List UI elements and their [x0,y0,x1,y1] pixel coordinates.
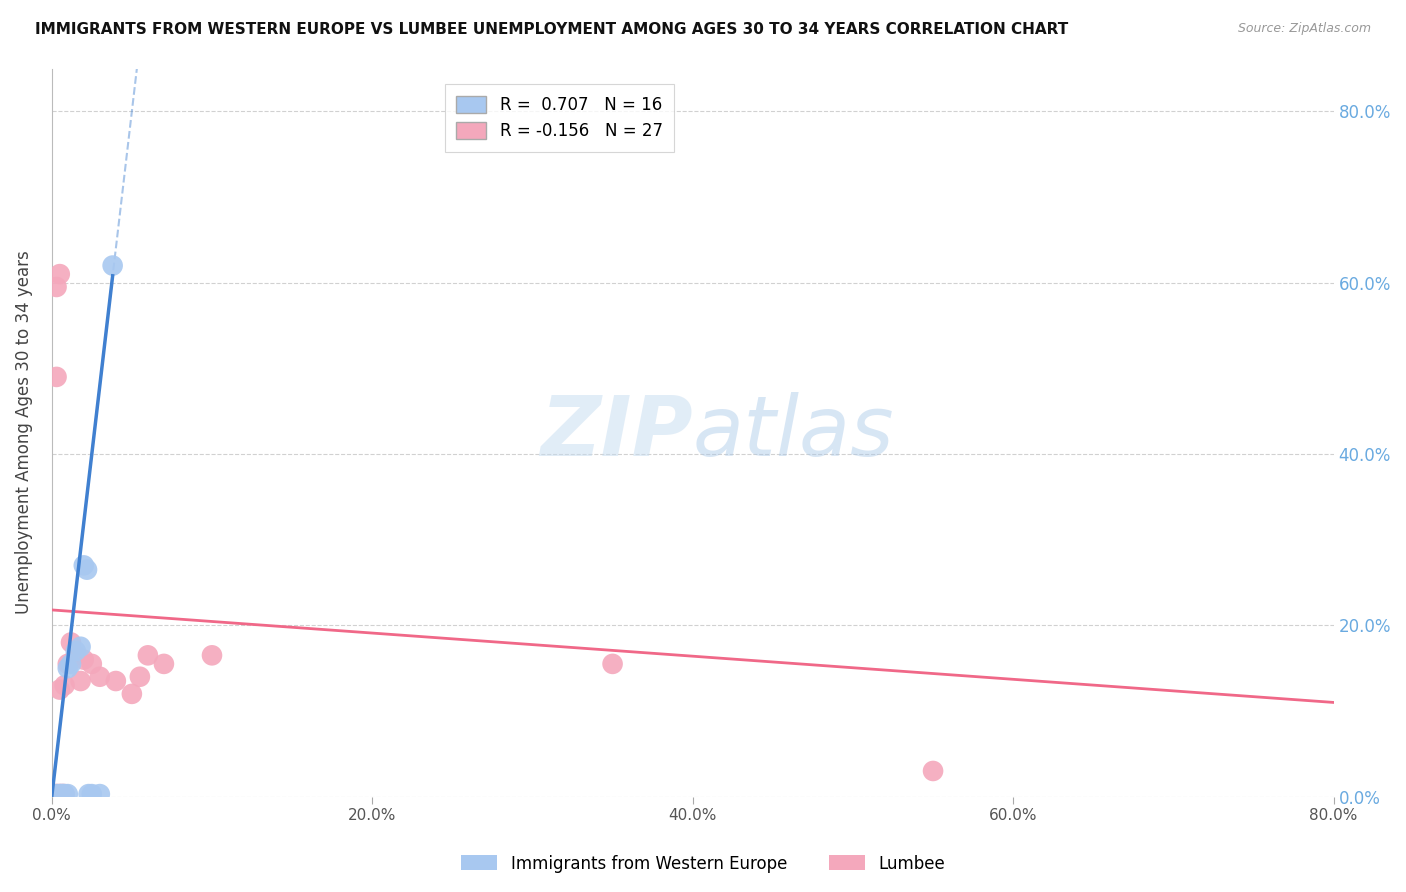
Point [56,657,79,671]
Point [77,787,100,801]
Point [59,635,82,649]
Point [53,787,76,801]
Point [56,661,79,675]
Point [51,787,73,801]
Point [121,687,143,701]
Point [49,787,72,801]
Text: IMMIGRANTS FROM WESTERN EUROPE VS LUMBEE UNEMPLOYMENT AMONG AGES 30 TO 34 YEARS : IMMIGRANTS FROM WESTERN EUROPE VS LUMBEE… [35,22,1069,37]
Point [153,657,176,671]
Y-axis label: Unemployment Among Ages 30 to 34 years: Unemployment Among Ages 30 to 34 years [15,251,32,615]
Point [128,670,150,684]
Point [69,673,91,688]
Point [46,787,69,801]
Point [49,267,72,281]
Point [49,682,72,697]
Point [602,657,624,671]
Text: atlas: atlas [693,392,894,473]
Point [80,787,103,801]
Legend: Immigrants from Western Europe, Lumbee: Immigrants from Western Europe, Lumbee [454,848,952,880]
Point [53,678,76,692]
Text: Source: ZipAtlas.com: Source: ZipAtlas.com [1237,22,1371,36]
Point [69,640,91,654]
Point [65,644,87,658]
Legend: R =  0.707   N = 16, R = -0.156   N = 27: R = 0.707 N = 16, R = -0.156 N = 27 [444,84,675,153]
Point [89,787,111,801]
Point [45,370,67,384]
Point [51,787,73,801]
Point [101,259,124,273]
Point [104,673,127,688]
Point [59,657,82,671]
Point [53,787,76,801]
Point [44,787,66,801]
Point [52,787,75,801]
Point [201,648,224,663]
Point [45,787,67,801]
Point [136,648,159,663]
Point [52,787,75,801]
Point [922,764,945,778]
Text: ZIP: ZIP [540,392,693,473]
Point [49,787,72,801]
Point [89,670,111,684]
Point [80,657,103,671]
Point [56,787,79,801]
Point [45,280,67,294]
Point [73,652,96,666]
Point [76,563,98,577]
Point [45,787,67,801]
Point [65,648,87,663]
Point [73,558,96,573]
